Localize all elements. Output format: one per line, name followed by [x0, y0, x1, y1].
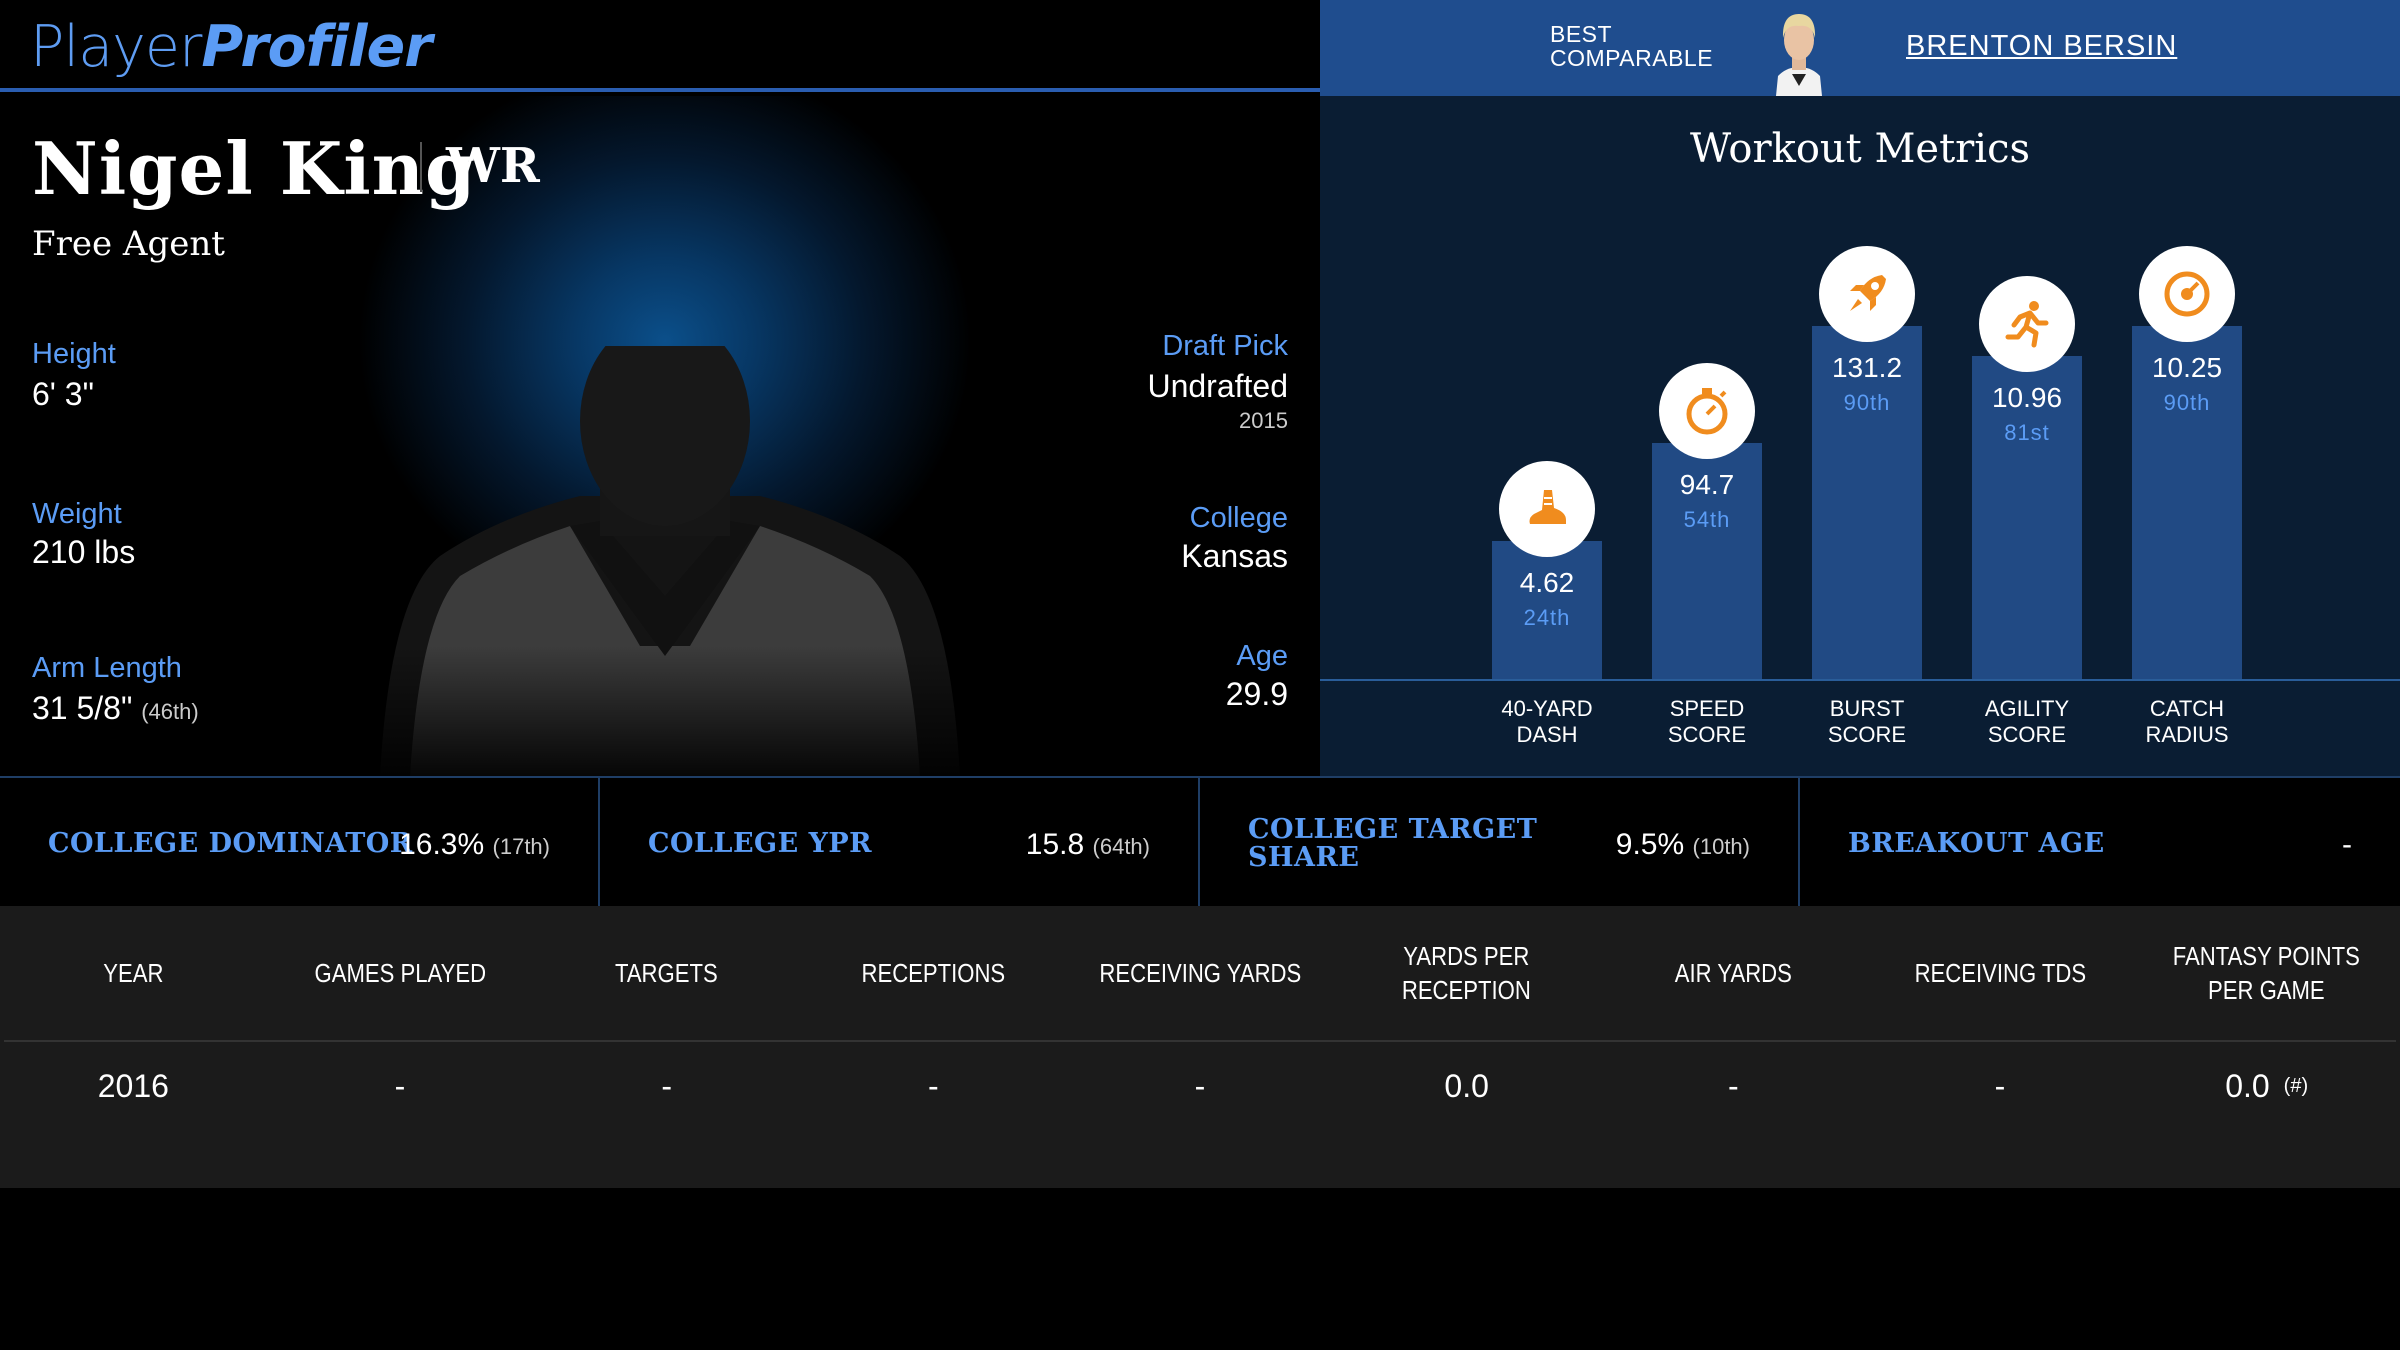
column-header-air-yards[interactable]: AIR YARDS [1674, 958, 1792, 988]
workout-label: BURST SCORE [1827, 696, 1907, 747]
column-header-games-played[interactable]: GAMES PLAYED [314, 958, 486, 988]
metric-label: COLLEGE TARGET SHARE [1248, 814, 1538, 873]
workout-percentile: 90th [1843, 390, 1891, 415]
best-comparable-bar: BEST COMPARABLE BRENTON BERSIN [1320, 0, 2400, 96]
workout-bar-catch [2132, 326, 2242, 679]
metric-college-ypr: COLLEGE YPR 15.8 (64th) [600, 778, 1200, 908]
workout-label: AGILITY SCORE [1984, 696, 2070, 747]
workout-bar-40-yard [1492, 541, 1602, 679]
column-header-yards-per-reception[interactable]: YARDS PER RECEPTION [1402, 941, 1532, 1005]
workout-percentile: 90th [2163, 390, 2211, 415]
height-label: Height [32, 338, 116, 370]
college-metrics-row: COLLEGE DOMINATOR 16.3% (17th) COLLEGE Y… [0, 776, 2400, 908]
comparable-player-link[interactable]: BRENTON BERSIN [1906, 30, 2178, 62]
header-left: PlayerProfiler [0, 0, 1320, 92]
column-header-receiving-yards[interactable]: RECEIVING YARDS [1099, 958, 1301, 988]
table-divider [4, 1040, 2396, 1042]
metric-value: 16.3% (17th) [399, 828, 550, 861]
table-cell: - [661, 1067, 672, 1104]
workout-metrics-panel: Workout Metrics 4.62 24th 40-YARD DASH 94.7 5… [1320, 96, 2400, 776]
height-value: 6' 3" [32, 376, 94, 412]
workout-bar-agility [1972, 356, 2082, 679]
arm-length-value: 31 5/8" (46th) [32, 690, 199, 726]
metric-value: - [2342, 828, 2352, 861]
workout-value: 10.96 [1991, 382, 2063, 413]
table-cell: - [1194, 1067, 1206, 1104]
column-header-targets[interactable]: TARGETS [615, 958, 719, 988]
table-cell: - [1728, 1067, 1739, 1104]
workout-metrics-title: Workout Metrics [1689, 126, 2031, 172]
target-icon [2139, 246, 2235, 342]
weight-label: Weight [32, 498, 122, 530]
weight-value: 210 lbs [32, 534, 136, 570]
workout-bar-burst [1812, 326, 1922, 679]
table-cell: 2016 [97, 1067, 169, 1104]
table-cell: - [928, 1067, 939, 1104]
runner-icon [1979, 276, 2075, 372]
chart-baseline [1320, 679, 2400, 681]
column-header-receiving-tds[interactable]: RECEIVING TDS [1914, 958, 2086, 988]
workout-value: 94.7 [1679, 469, 1735, 500]
player-position: WR [446, 138, 540, 194]
player-name: Nigel King [32, 126, 477, 211]
name-divider [420, 142, 422, 192]
workout-label: SPEED SCORE [1667, 696, 1747, 747]
metric-label: BREAKOUT AGE [1848, 828, 2105, 859]
age-value: 29.9 [1225, 676, 1288, 712]
column-header-fantasy-points-per-game[interactable]: FANTASY POINTS PER GAME [2173, 941, 2361, 1005]
draft-year: 2015 [1239, 408, 1288, 433]
shoe-icon [1499, 461, 1595, 557]
player-silhouette-image [380, 346, 960, 776]
draft-pick-value: Undrafted [1147, 368, 1288, 404]
age-label: Age [1236, 640, 1288, 672]
arm-length-label: Arm Length [32, 652, 182, 684]
workout-percentile: 24th [1523, 605, 1571, 630]
player-info-panel: Nigel King WR Free Agent Height 6' 3" We… [0, 96, 1320, 776]
arm-length-percentile: (46th) [141, 699, 199, 724]
metric-college-dominator: COLLEGE DOMINATOR 16.3% (17th) [0, 778, 600, 908]
column-header-year[interactable]: YEAR [103, 958, 164, 988]
college-label: College [1189, 502, 1288, 534]
workout-percentile: 81st [2004, 420, 2050, 445]
metric-value: 9.5% (10th) [1615, 828, 1750, 861]
workout-bar-speed [1652, 443, 1762, 679]
stopwatch-icon [1659, 363, 1755, 459]
season-stats-table: YEAR GAMES PLAYED TARGETS RECEPTIONS RECEIVI… [0, 906, 2400, 1188]
metric-college-target-share: COLLEGE TARGET SHARE 9.5% (10th) [1200, 778, 1800, 908]
site-logo[interactable]: PlayerProfiler [30, 14, 432, 80]
best-comparable-label: BEST COMPARABLE [1550, 21, 1714, 71]
metric-breakout-age: BREAKOUT AGE - [1800, 778, 2400, 908]
rank-note: (#) [2283, 1074, 2309, 1097]
metric-label: COLLEGE YPR [648, 828, 873, 859]
workout-value: 10.25 [2151, 352, 2223, 383]
comparable-player-avatar[interactable] [1768, 4, 1830, 96]
table-cell: - [394, 1067, 406, 1104]
player-team: Free Agent [32, 224, 225, 264]
table-cell: - [1994, 1067, 2006, 1104]
workout-value: 4.62 [1519, 567, 1575, 598]
college-value: Kansas [1181, 538, 1288, 574]
workout-value: 131.2 [1831, 352, 1903, 383]
workout-percentile: 54th [1683, 507, 1731, 532]
rocket-icon [1819, 246, 1915, 342]
table-cell: 0.0 [1444, 1067, 1489, 1104]
table-cell: 0.0 (#) [2225, 1067, 2309, 1104]
metric-label: COLLEGE DOMINATOR [48, 828, 413, 859]
workout-label: 40-YARD DASH [1501, 696, 1593, 747]
draft-pick-label: Draft Pick [1162, 330, 1288, 362]
column-header-receptions[interactable]: RECEPTIONS [861, 958, 1006, 988]
metric-value: 15.8 (64th) [1025, 828, 1150, 861]
workout-label: CATCH RADIUS [2145, 696, 2229, 747]
